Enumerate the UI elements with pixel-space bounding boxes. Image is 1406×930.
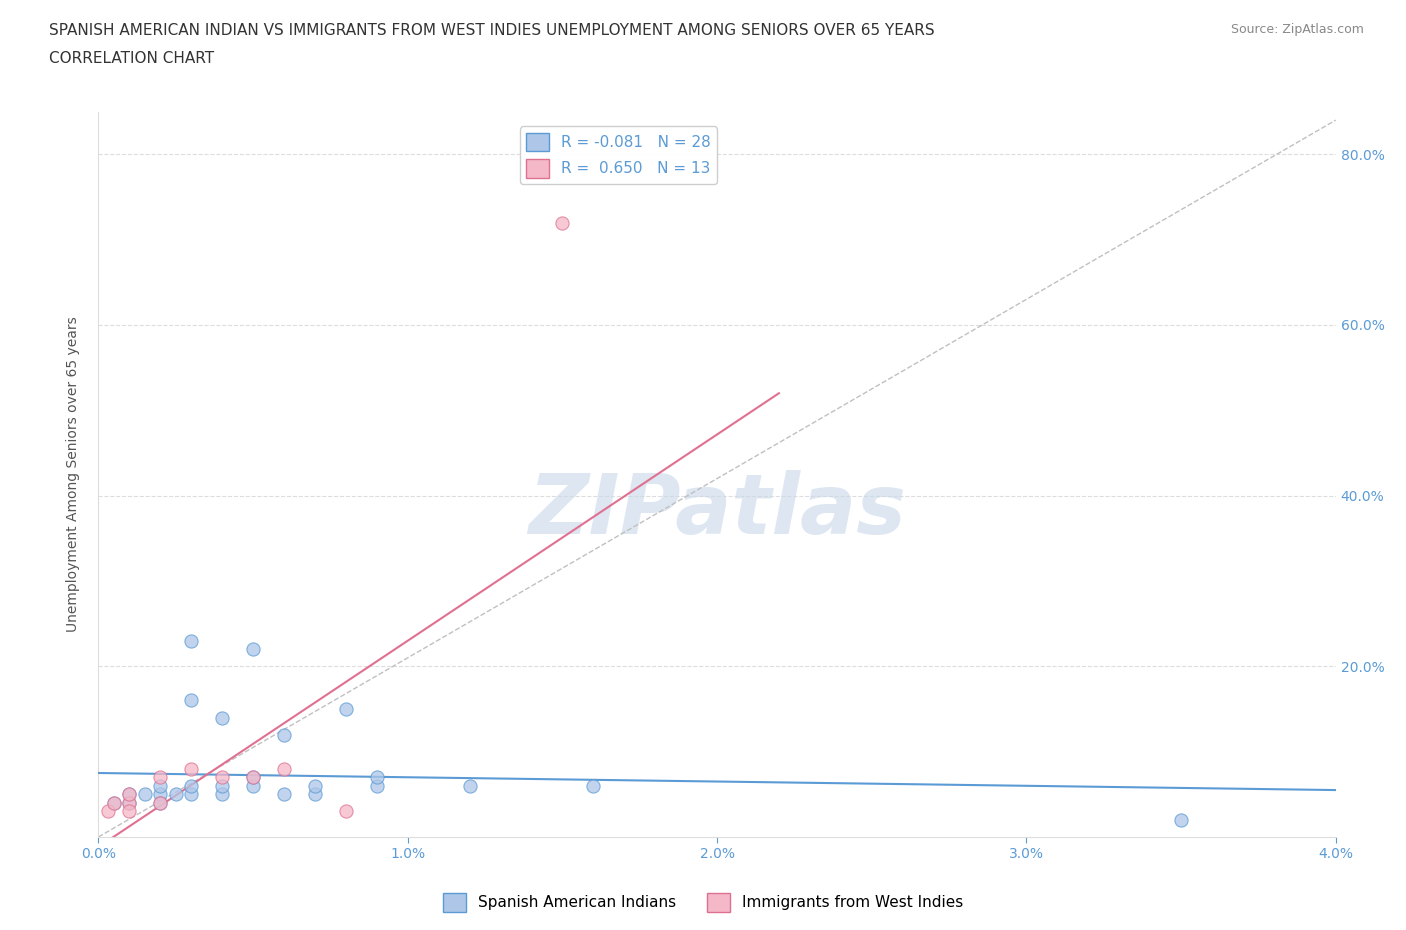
Point <box>134 787 156 802</box>
Text: ZIPatlas: ZIPatlas <box>529 470 905 551</box>
Point <box>242 778 264 793</box>
Point <box>304 787 326 802</box>
Point <box>335 701 357 716</box>
Point <box>149 795 172 810</box>
Point <box>273 787 295 802</box>
Legend: R = -0.081   N = 28, R =  0.650   N = 13: R = -0.081 N = 28, R = 0.650 N = 13 <box>520 126 717 183</box>
Point <box>366 778 388 793</box>
Point <box>211 770 233 785</box>
Point <box>118 804 141 818</box>
Point <box>211 778 233 793</box>
Point <box>149 795 172 810</box>
Point <box>273 727 295 742</box>
Point <box>180 762 202 777</box>
Point <box>149 778 172 793</box>
Point <box>1170 813 1192 828</box>
Point <box>242 770 264 785</box>
Point <box>242 642 264 657</box>
Point <box>180 778 202 793</box>
Point <box>149 770 172 785</box>
Point <box>551 215 574 230</box>
Text: Source: ZipAtlas.com: Source: ZipAtlas.com <box>1230 23 1364 36</box>
Point <box>366 770 388 785</box>
Point <box>165 787 187 802</box>
Point <box>118 787 141 802</box>
Legend: Spanish American Indians, Immigrants from West Indies: Spanish American Indians, Immigrants fro… <box>437 887 969 918</box>
Point <box>180 787 202 802</box>
Point <box>211 787 233 802</box>
Point <box>97 804 120 818</box>
Point <box>118 795 141 810</box>
Y-axis label: Unemployment Among Seniors over 65 years: Unemployment Among Seniors over 65 years <box>66 316 80 632</box>
Point <box>118 795 141 810</box>
Text: CORRELATION CHART: CORRELATION CHART <box>49 51 214 66</box>
Point <box>335 804 357 818</box>
Point <box>103 795 125 810</box>
Point <box>180 633 202 648</box>
Point <box>582 778 605 793</box>
Point <box>211 711 233 725</box>
Point <box>458 778 481 793</box>
Point <box>242 770 264 785</box>
Point <box>273 762 295 777</box>
Point <box>103 795 125 810</box>
Point <box>149 787 172 802</box>
Text: SPANISH AMERICAN INDIAN VS IMMIGRANTS FROM WEST INDIES UNEMPLOYMENT AMONG SENIOR: SPANISH AMERICAN INDIAN VS IMMIGRANTS FR… <box>49 23 935 38</box>
Point <box>304 778 326 793</box>
Point <box>118 787 141 802</box>
Point <box>180 693 202 708</box>
